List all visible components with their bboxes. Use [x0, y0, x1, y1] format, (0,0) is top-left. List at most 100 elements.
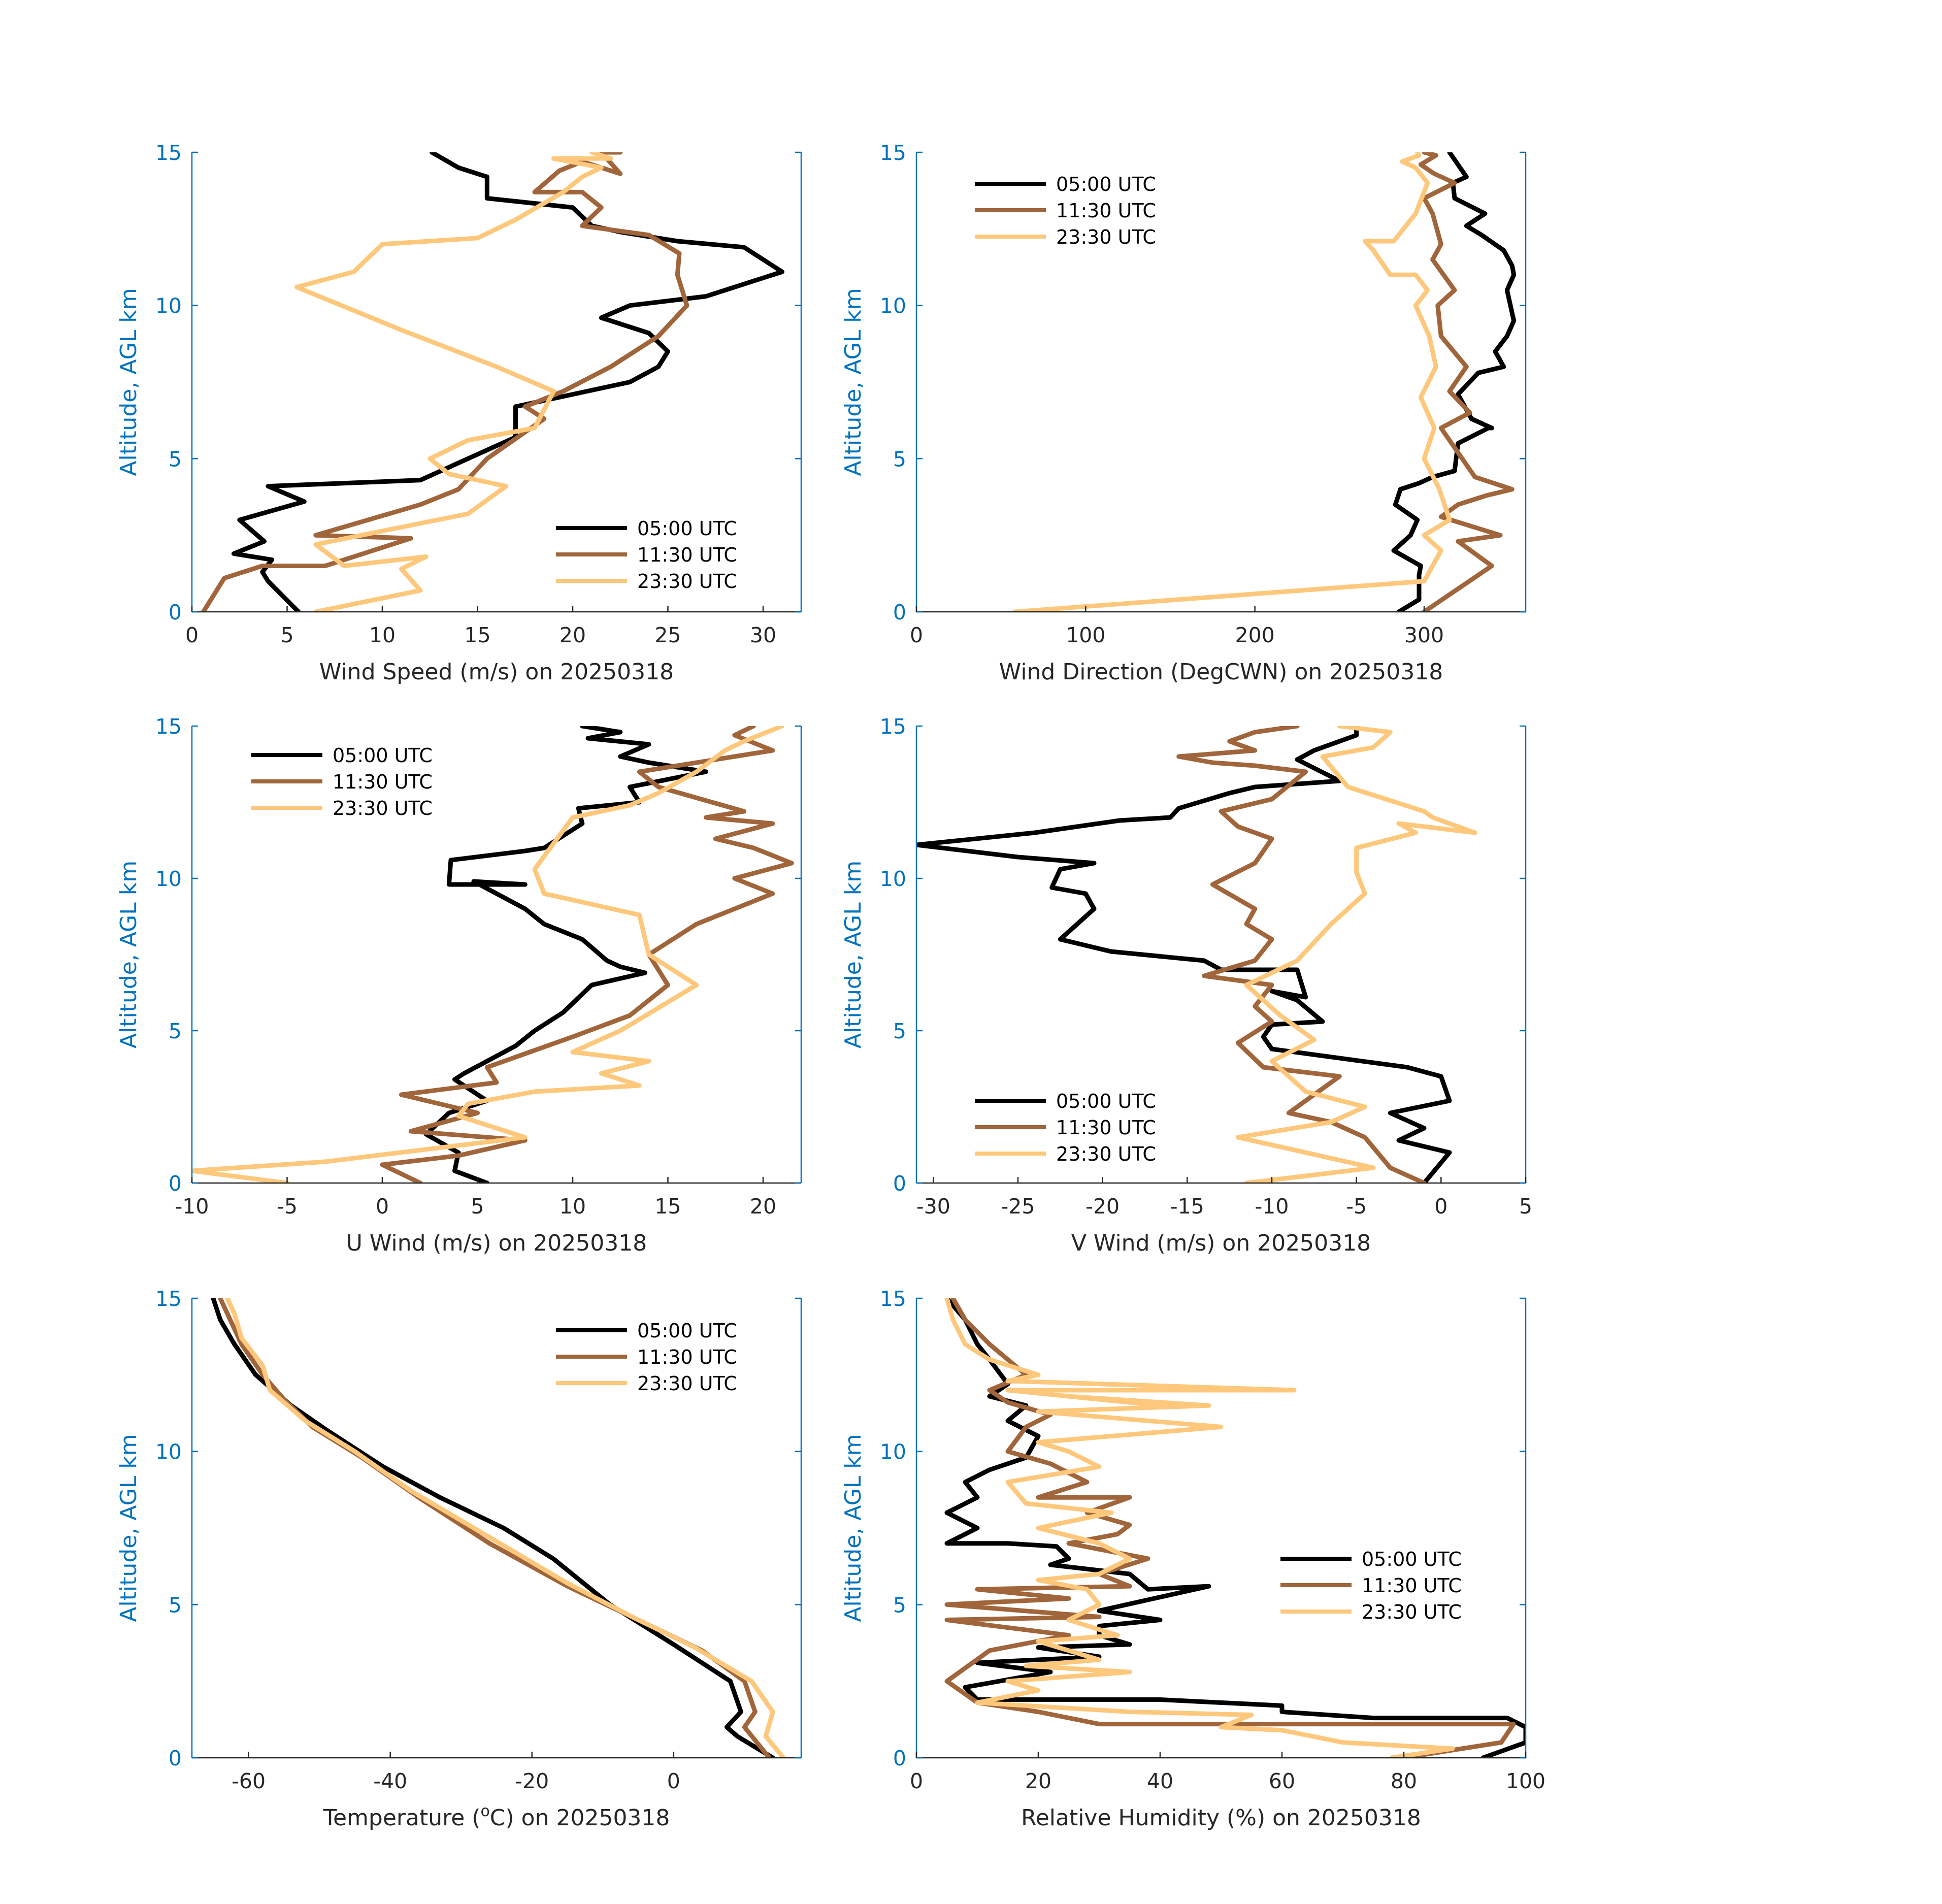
- legend: 05:00 UTC 11:30 UTC 23:30 UTC: [556, 517, 737, 593]
- series-line-2330: [192, 726, 784, 1183]
- y-tick-label: 0: [893, 1746, 906, 1770]
- y-tick-label: 5: [169, 447, 182, 471]
- x-tick-label: 30: [750, 623, 776, 647]
- x-tick-label: 10: [559, 1194, 586, 1219]
- series-line-0500: [1391, 152, 1517, 612]
- legend-label: 23:30 UTC: [1056, 1143, 1156, 1165]
- y-tick-label: 15: [155, 141, 182, 165]
- x-tick-label: 60: [1269, 1769, 1295, 1793]
- series-group: [192, 726, 794, 1183]
- legend-label: 11:30 UTC: [1056, 200, 1156, 222]
- x-tick-label: 200: [1235, 623, 1275, 647]
- x-axis-label: V Wind (m/s) on 20250318: [1071, 1230, 1371, 1256]
- x-tick-label: -15: [1170, 1194, 1204, 1219]
- series-line-2330: [1012, 152, 1452, 612]
- y-tick-label: 15: [155, 1287, 182, 1311]
- x-tick-label: 5: [280, 623, 293, 647]
- y-tick-label: 0: [893, 600, 906, 625]
- y-tick-label: 10: [155, 867, 182, 891]
- series-line-1130: [218, 1298, 772, 1758]
- x-axis-label-part: C) on 20250318: [490, 1805, 670, 1831]
- legend-label: 11:30 UTC: [637, 544, 737, 566]
- x-tick-label: 15: [654, 1194, 681, 1219]
- chart-panel-4: 0 5 10 15 -30 -25 -20 -15 -10 -5 0 5 Altitude, AGL k…: [840, 714, 1532, 1256]
- legend: 05:00 UTC 11:30 UTC 23:30 UTC: [556, 1320, 737, 1395]
- series-group: [916, 726, 1477, 1183]
- y-tick-label: 10: [880, 294, 906, 318]
- series-line-1130: [201, 152, 689, 612]
- y-axis-label: Altitude, AGL km: [840, 861, 866, 1048]
- x-tick-label: 5: [1519, 1194, 1532, 1219]
- legend: 05:00 UTC 11:30 UTC 23:30 UTC: [1280, 1548, 1462, 1623]
- y-tick-label: 0: [169, 1171, 182, 1196]
- x-tick-label: -10: [175, 1194, 209, 1219]
- series-line-1130: [1418, 152, 1515, 612]
- legend-label: 23:30 UTC: [1362, 1601, 1462, 1623]
- legend-label: 23:30 UTC: [333, 797, 433, 819]
- x-tick-label: -5: [277, 1194, 298, 1219]
- x-tick-label: 100: [1506, 1769, 1545, 1793]
- series-line-2330: [944, 1298, 1455, 1758]
- series-line-0500: [916, 726, 1452, 1183]
- series-group: [201, 152, 784, 612]
- legend-label: 05:00 UTC: [637, 517, 737, 540]
- x-tick-label: 100: [1066, 623, 1105, 647]
- x-tick-label: 15: [464, 623, 490, 647]
- y-tick-label: 5: [893, 1019, 906, 1043]
- x-axis-label: Wind Speed (m/s) on 20250318: [319, 659, 674, 685]
- legend: 05:00 UTC 11:30 UTC 23:30 UTC: [975, 1090, 1156, 1165]
- x-tick-label: 40: [1147, 1769, 1173, 1793]
- x-tick-label: 0: [376, 1194, 389, 1219]
- y-tick-label: 0: [893, 1171, 906, 1196]
- y-tick-label: 15: [880, 714, 906, 739]
- series-line-2330: [294, 152, 613, 612]
- y-tick-label: 10: [880, 1440, 906, 1464]
- legend-label: 11:30 UTC: [333, 771, 433, 793]
- legend-label: 05:00 UTC: [1362, 1548, 1462, 1570]
- series-line-0500: [944, 1298, 1526, 1758]
- x-tick-label: -25: [1001, 1194, 1035, 1219]
- series-group: [1012, 152, 1517, 612]
- y-tick-label: 15: [155, 714, 182, 739]
- x-axis-label-superscript: o: [480, 1802, 489, 1820]
- y-tick-label: 10: [880, 867, 906, 891]
- legend-label: 23:30 UTC: [637, 570, 737, 593]
- series-line-2330: [225, 1298, 786, 1758]
- x-tick-label: -5: [1346, 1194, 1367, 1219]
- x-tick-label: -60: [232, 1769, 266, 1793]
- x-tick-label: -20: [1085, 1194, 1120, 1219]
- series-group: [211, 1298, 786, 1758]
- y-tick-label: 10: [155, 1440, 182, 1464]
- legend-label: 23:30 UTC: [1056, 226, 1156, 248]
- y-tick-label: 15: [880, 141, 906, 165]
- y-tick-label: 5: [893, 447, 906, 471]
- series-line-1130: [944, 1298, 1516, 1758]
- x-tick-label: 25: [654, 623, 681, 647]
- y-tick-label: 5: [893, 1593, 906, 1617]
- x-tick-label: 80: [1391, 1769, 1417, 1793]
- legend-label: 05:00 UTC: [637, 1320, 737, 1342]
- legend-label: 11:30 UTC: [1362, 1574, 1462, 1597]
- chart-panel-5: 0 5 10 15 -60 -40 -20 0 Altitude, AGL km Temperat…: [116, 1287, 802, 1831]
- x-tick-label: 20: [1025, 1769, 1051, 1793]
- x-axis-label: Wind Direction (DegCWN) on 20250318: [999, 659, 1443, 685]
- x-tick-label: 20: [750, 1194, 776, 1219]
- x-tick-label: -20: [515, 1769, 549, 1793]
- x-tick-label: -30: [916, 1194, 950, 1219]
- legend-label: 05:00 UTC: [333, 744, 433, 767]
- y-axis-label: Altitude, AGL km: [116, 861, 142, 1048]
- x-axis-label: Relative Humidity (%) on 20250318: [1021, 1805, 1421, 1831]
- chart-panel-3: 0 5 10 15 -10 -5 0 5 10 15 20 Altitude, AGL km U Win…: [116, 714, 802, 1256]
- chart-panel-2: 0 5 10 15 0 100 200 300 Altitude, AGL km Wind Dir…: [840, 141, 1527, 685]
- series-line-0500: [423, 726, 708, 1183]
- series-group: [944, 1298, 1526, 1758]
- series-line-1130: [380, 726, 794, 1183]
- legend: 05:00 UTC 11:30 UTC 23:30 UTC: [251, 744, 433, 819]
- y-tick-label: 10: [155, 294, 182, 318]
- x-tick-label: 0: [667, 1769, 680, 1793]
- chart-panel-6: 0 5 10 15 0 20 40 60 80 100 Altitude, AGL km Relati…: [840, 1287, 1545, 1831]
- x-tick-label: 5: [471, 1194, 484, 1219]
- x-tick-label: 0: [910, 1769, 923, 1793]
